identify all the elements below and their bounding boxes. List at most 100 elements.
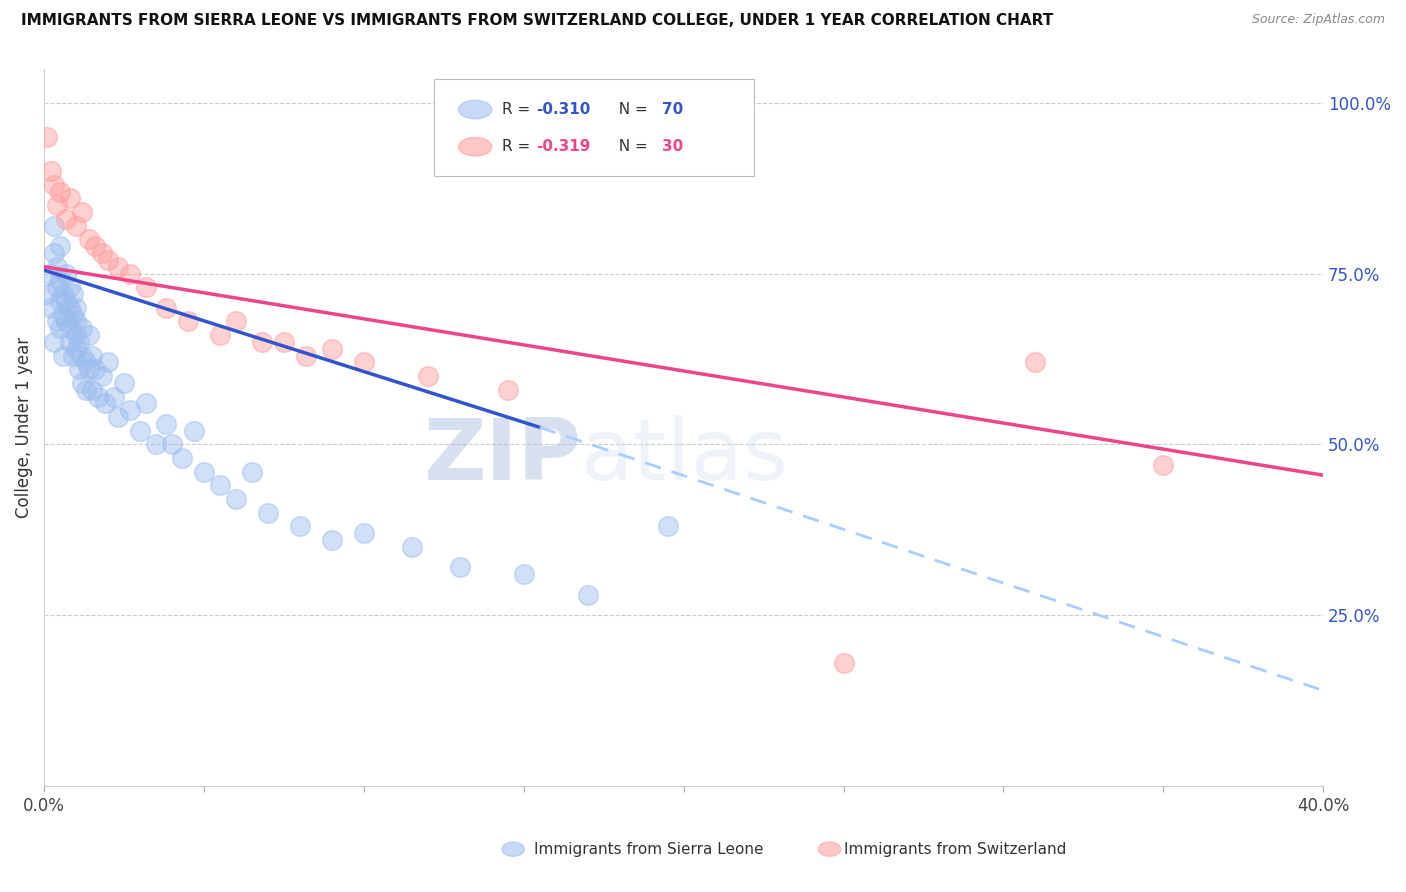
Point xyxy=(72,321,94,335)
Point xyxy=(129,424,152,438)
Circle shape xyxy=(502,842,524,856)
Point xyxy=(65,314,87,328)
Point xyxy=(59,191,82,205)
Point xyxy=(321,342,343,356)
Text: R =: R = xyxy=(502,139,536,154)
Text: ZIP: ZIP xyxy=(423,415,581,498)
Point xyxy=(416,369,439,384)
Point xyxy=(1024,355,1046,369)
Text: Immigrants from Sierra Leone: Immigrants from Sierra Leone xyxy=(534,842,763,856)
Point xyxy=(49,273,72,287)
Point xyxy=(77,328,100,343)
Point xyxy=(84,239,107,253)
Point xyxy=(75,383,97,397)
Point xyxy=(62,308,84,322)
Point xyxy=(55,314,77,328)
Point xyxy=(832,656,855,670)
Point xyxy=(240,465,263,479)
Circle shape xyxy=(458,137,492,156)
Text: -0.319: -0.319 xyxy=(537,139,591,154)
Point xyxy=(59,334,82,349)
Point xyxy=(657,519,679,533)
Point xyxy=(353,526,375,541)
Point xyxy=(225,314,247,328)
Point xyxy=(49,293,72,308)
Point xyxy=(513,567,536,582)
Point xyxy=(77,232,100,246)
Point xyxy=(496,383,519,397)
Point xyxy=(52,287,75,301)
Circle shape xyxy=(818,842,841,856)
Text: atlas: atlas xyxy=(581,415,789,498)
Point xyxy=(193,465,215,479)
Point xyxy=(97,252,120,267)
Point xyxy=(45,198,67,212)
Point xyxy=(75,355,97,369)
Point xyxy=(45,260,67,274)
Point xyxy=(49,185,72,199)
Point xyxy=(80,383,103,397)
Text: N =: N = xyxy=(609,102,652,117)
Point xyxy=(208,328,231,343)
Point xyxy=(155,301,177,315)
Point xyxy=(65,328,87,343)
Text: Source: ZipAtlas.com: Source: ZipAtlas.com xyxy=(1251,13,1385,27)
Text: N =: N = xyxy=(609,139,652,154)
Point xyxy=(183,424,205,438)
Point xyxy=(107,260,129,274)
Point xyxy=(160,437,183,451)
Text: 30: 30 xyxy=(662,139,683,154)
Point xyxy=(62,349,84,363)
Point xyxy=(45,280,67,294)
Point xyxy=(120,267,142,281)
Point xyxy=(135,280,157,294)
Point xyxy=(576,588,599,602)
Point xyxy=(112,376,135,390)
Point xyxy=(208,478,231,492)
Point xyxy=(401,540,423,554)
Point xyxy=(42,178,65,192)
Point xyxy=(90,369,112,384)
Point xyxy=(155,417,177,431)
Text: IMMIGRANTS FROM SIERRA LEONE VS IMMIGRANTS FROM SWITZERLAND COLLEGE, UNDER 1 YEA: IMMIGRANTS FROM SIERRA LEONE VS IMMIGRAN… xyxy=(21,13,1053,29)
Point xyxy=(87,390,110,404)
Point xyxy=(65,342,87,356)
Point xyxy=(45,314,67,328)
Point xyxy=(72,376,94,390)
Point xyxy=(39,164,62,178)
Point xyxy=(77,362,100,376)
Point xyxy=(65,301,87,315)
Point xyxy=(288,519,311,533)
Point xyxy=(72,349,94,363)
Point xyxy=(97,355,120,369)
Point xyxy=(55,211,77,226)
Point xyxy=(49,239,72,253)
Text: R =: R = xyxy=(502,102,536,117)
Point xyxy=(55,267,77,281)
Point xyxy=(42,334,65,349)
Point xyxy=(59,301,82,315)
Point xyxy=(67,334,90,349)
Point xyxy=(37,129,59,144)
Text: Immigrants from Switzerland: Immigrants from Switzerland xyxy=(844,842,1066,856)
Point xyxy=(80,349,103,363)
Point xyxy=(449,560,471,574)
Point xyxy=(65,219,87,233)
Point xyxy=(72,205,94,219)
Point xyxy=(39,301,62,315)
Point xyxy=(62,287,84,301)
Text: 70: 70 xyxy=(662,102,683,117)
Point xyxy=(353,355,375,369)
Point xyxy=(42,246,65,260)
Point xyxy=(59,280,82,294)
Point xyxy=(42,219,65,233)
Point xyxy=(295,349,318,363)
Point xyxy=(257,506,280,520)
Point xyxy=(103,390,125,404)
Point xyxy=(49,321,72,335)
Point xyxy=(120,403,142,417)
Point xyxy=(67,362,90,376)
Text: -0.310: -0.310 xyxy=(537,102,591,117)
Point xyxy=(107,410,129,425)
Point xyxy=(225,492,247,507)
